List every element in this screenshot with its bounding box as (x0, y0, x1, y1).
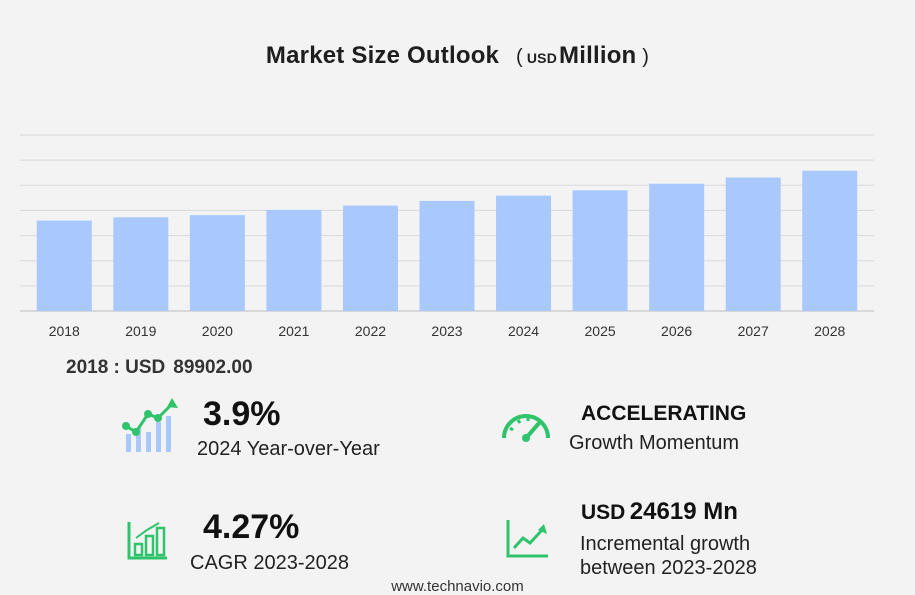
bar-2024 (496, 195, 552, 311)
base-year-label: 2018 : USD (66, 357, 166, 378)
trend-line-bars-icon (122, 398, 178, 452)
x-tick-label: 2024 (508, 323, 539, 339)
x-tick-label: 2018 (49, 323, 80, 339)
bar-2026 (649, 183, 705, 311)
speedometer-icon (502, 414, 550, 442)
bar-2022 (342, 205, 398, 311)
x-tick-label: 2023 (431, 323, 462, 339)
bar-2021 (266, 209, 322, 311)
momentum-value: ACCELERATING (581, 402, 747, 425)
yoy-value: 3.9% (203, 395, 281, 433)
bar-2025 (572, 190, 628, 311)
bar-chart-icon (127, 522, 167, 560)
bar-2019 (113, 217, 169, 311)
bar-chart: 2018 2019 2020 2021 2022 2023 2024 2025 2026 2027… (20, 134, 874, 339)
incremental-prefix: USD (581, 501, 626, 524)
bar-2018 (36, 220, 92, 311)
x-tick-label: 2019 (125, 323, 156, 339)
x-tick-label: 2021 (278, 323, 309, 339)
x-tick-label: 2028 (814, 323, 845, 339)
bar-2020 (189, 215, 245, 311)
title-unit-small: USD (526, 50, 558, 66)
bar-2027 (725, 177, 781, 311)
cagr-label: CAGR 2023-2028 (190, 552, 349, 574)
chart-title: Market Size Outlook (USDMillion ) (0, 42, 915, 70)
base-year-value: 2018 : USD 89902.00 (66, 357, 253, 379)
yoy-label: 2024 Year-over-Year (197, 438, 380, 460)
incremental-label-1: Incremental growth (580, 533, 751, 555)
x-tick-label: 2020 (202, 323, 233, 339)
incremental-amount: 24619 Mn (629, 498, 738, 525)
title-main: Market Size Outlook (265, 42, 500, 69)
cagr-value: 4.27% (203, 508, 300, 546)
line-growth-icon (506, 520, 548, 558)
incremental-label-2: between 2023-2028 (580, 557, 757, 579)
title-unit-big: Million (559, 42, 637, 69)
x-tick-label: 2027 (738, 323, 769, 339)
bar-2023 (419, 200, 475, 311)
momentum-label: Growth Momentum (569, 432, 740, 454)
incremental-value: USD 24619 Mn (581, 498, 738, 526)
bar-2028 (802, 170, 858, 311)
footer-source: www.technavio.com (391, 578, 524, 595)
x-tick-label: 2022 (355, 323, 386, 339)
title-unit: (USDMillion ) (515, 42, 650, 69)
x-tick-label: 2026 (661, 323, 692, 339)
x-tick-label: 2025 (585, 323, 616, 339)
base-year-amount: 89902.00 (173, 357, 253, 378)
